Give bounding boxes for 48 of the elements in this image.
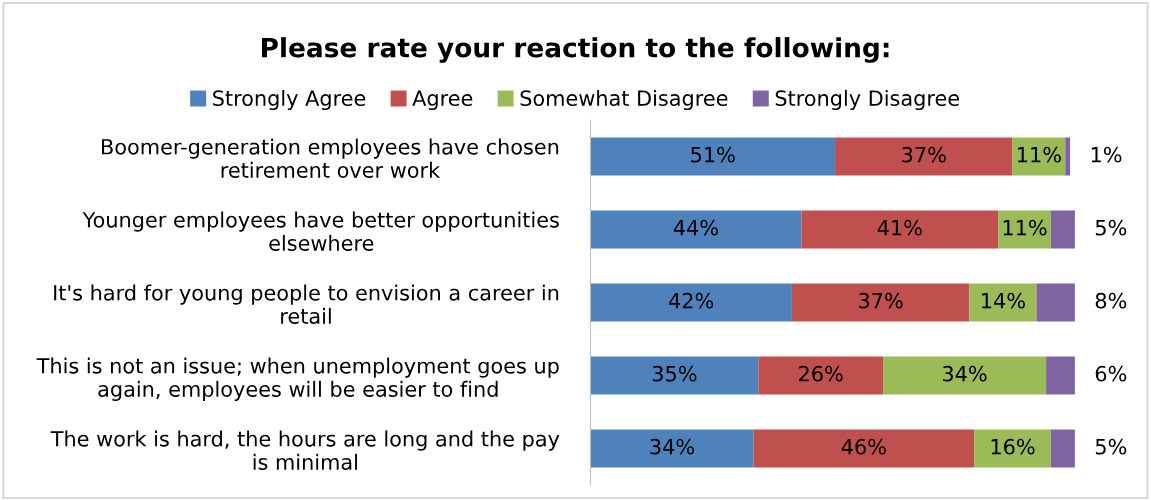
data-label: 1% bbox=[1091, 146, 1122, 163]
bar bbox=[590, 210, 802, 249]
data-label: 26% bbox=[799, 365, 843, 382]
legend-label: Somewhat Disagree bbox=[520, 89, 728, 111]
data-label: 11% bbox=[1003, 219, 1047, 236]
data-label: 34% bbox=[943, 365, 987, 382]
data-label: 46% bbox=[841, 438, 886, 455]
bar bbox=[1046, 356, 1075, 395]
bar bbox=[758, 356, 884, 395]
data-label: 41% bbox=[877, 219, 922, 236]
bar bbox=[969, 283, 1037, 322]
data-label: 34% bbox=[650, 438, 694, 455]
bar bbox=[590, 283, 792, 322]
bar bbox=[801, 210, 999, 249]
bar bbox=[753, 429, 975, 468]
data-label: 42% bbox=[669, 292, 714, 309]
data-label: 14% bbox=[982, 292, 1025, 309]
bar bbox=[974, 429, 1051, 468]
bar bbox=[1036, 283, 1075, 322]
bar bbox=[883, 356, 1047, 395]
y-tick-label: It's hard for young people to envision a career in retail bbox=[54, 284, 559, 324]
data-label: 37% bbox=[902, 146, 946, 163]
bar bbox=[1065, 137, 1071, 176]
chart-title: Please rate your reaction to the following: bbox=[262, 37, 889, 63]
y-tick-label: This is not an issue; when unemployment goes up again, employees will be easier to find bbox=[36, 357, 559, 401]
legend-label: Strongly Agree bbox=[213, 89, 366, 111]
bar bbox=[590, 356, 759, 395]
data-label: 16% bbox=[991, 438, 1035, 455]
data-label: 37% bbox=[859, 292, 903, 309]
bar bbox=[1050, 210, 1075, 249]
data-label: 44% bbox=[673, 219, 718, 236]
data-label: 35% bbox=[652, 365, 697, 382]
bar bbox=[835, 137, 1013, 176]
legend-label: Strongly Disagree bbox=[775, 89, 960, 111]
data-label: 5% bbox=[1095, 219, 1127, 236]
data-label: 11% bbox=[1018, 146, 1061, 163]
bar bbox=[1050, 429, 1075, 468]
data-label: 8% bbox=[1095, 292, 1127, 309]
y-tick-label: Boomer-generation employees have chosen retirement over work bbox=[102, 138, 559, 178]
bar bbox=[590, 137, 836, 176]
data-label: 51% bbox=[691, 146, 735, 163]
y-tick-label: Younger employees have better opportunities elsewhere bbox=[82, 211, 559, 251]
y-tick-label: The work is hard, the hours are long and the pay is minimal bbox=[50, 430, 560, 470]
data-label: 6% bbox=[1095, 365, 1127, 382]
legend-label: Agree bbox=[412, 90, 473, 111]
bar bbox=[590, 429, 754, 468]
data-label: 5% bbox=[1095, 438, 1127, 455]
bar bbox=[791, 283, 970, 322]
